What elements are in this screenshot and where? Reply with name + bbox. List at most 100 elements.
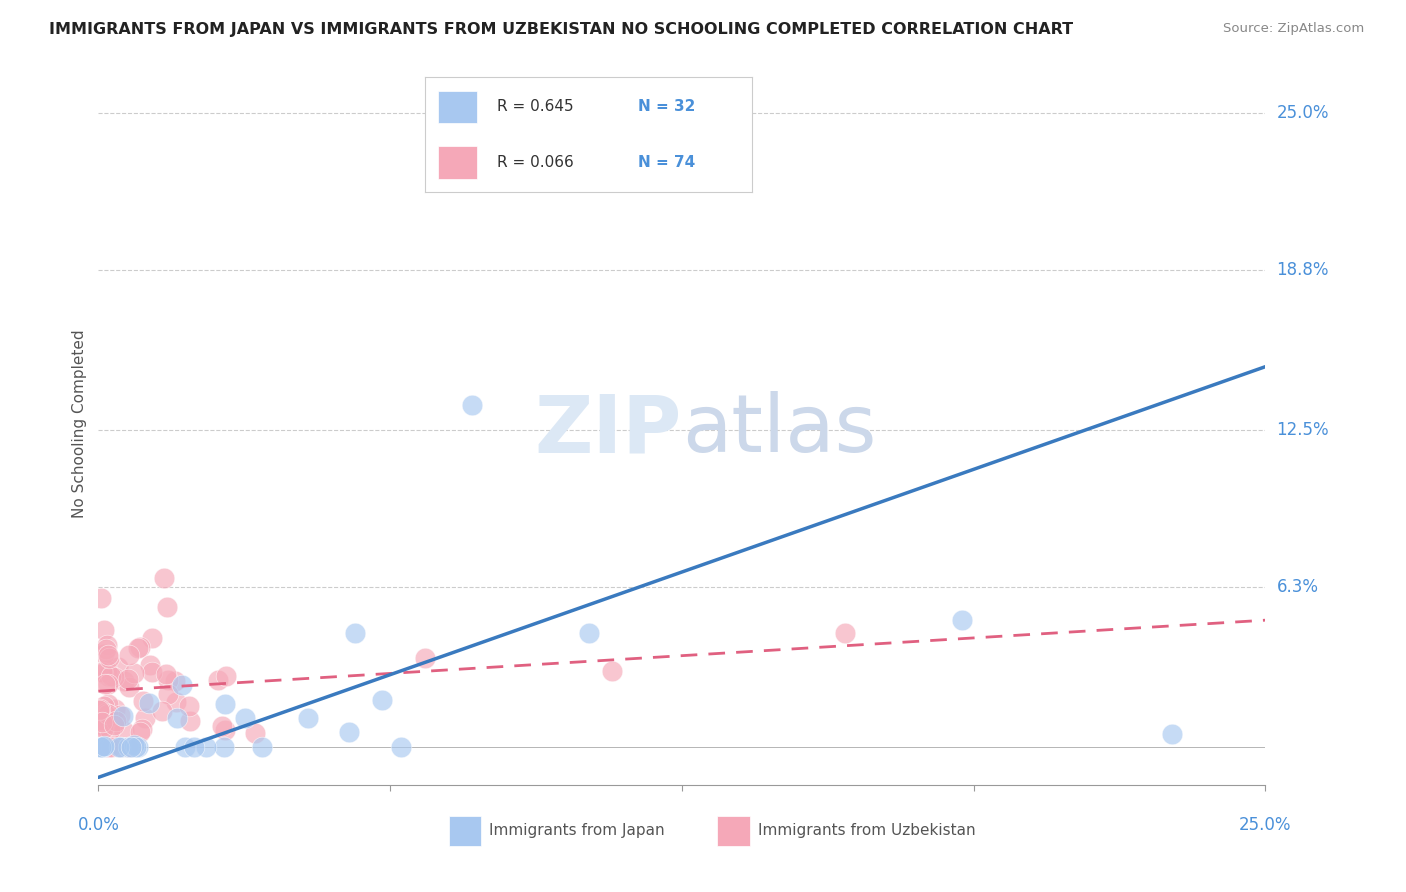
Point (97, 739, 120, 754)
Point (98, 723, 121, 737)
Point (97, 707, 120, 722)
Point (141, 631, 163, 645)
Y-axis label: No Schooling Completed: No Schooling Completed (72, 329, 87, 518)
Point (117, 672, 139, 686)
Point (153, 571, 176, 585)
Point (98, 651, 121, 665)
Point (96, 638, 118, 652)
Point (156, 673, 179, 688)
Point (90, 715, 112, 730)
Point (211, 719, 233, 733)
Text: 18.8%: 18.8% (1277, 261, 1329, 279)
Point (134, 711, 156, 725)
Point (250, 739, 273, 754)
Point (600, 664, 623, 678)
Point (834, 625, 856, 640)
Point (413, 651, 436, 665)
Point (93, 714, 115, 728)
Point (90, 739, 112, 754)
Point (297, 711, 319, 725)
Point (183, 739, 205, 754)
Point (97, 669, 120, 683)
Point (195, 739, 218, 754)
Point (96, 714, 118, 728)
Point (157, 687, 180, 701)
Point (93, 699, 115, 714)
Point (93, 723, 115, 737)
Point (179, 698, 201, 713)
Text: ZIP: ZIP (534, 391, 682, 469)
Point (179, 714, 201, 728)
Point (96, 707, 118, 722)
Text: Immigrants from Uzbekistan: Immigrants from Uzbekistan (758, 823, 976, 838)
Point (214, 723, 236, 737)
Text: 25.0%: 25.0% (1239, 815, 1292, 833)
Point (100, 669, 122, 683)
Point (165, 673, 187, 688)
Point (212, 739, 235, 754)
Point (110, 739, 132, 754)
Point (165, 695, 187, 709)
Point (90, 591, 112, 606)
Point (233, 710, 256, 724)
Point (337, 724, 360, 739)
Point (97, 648, 120, 662)
Text: 0.0%: 0.0% (77, 815, 120, 833)
Point (90, 714, 112, 728)
Point (96, 663, 118, 677)
Point (207, 673, 229, 688)
Point (108, 707, 131, 722)
Point (87, 703, 110, 717)
FancyBboxPatch shape (717, 816, 749, 847)
Point (103, 670, 125, 684)
Text: atlas: atlas (682, 391, 876, 469)
Point (215, 669, 238, 683)
Point (90, 719, 112, 733)
Point (89, 702, 111, 716)
Point (117, 739, 139, 754)
Point (118, 680, 141, 694)
Point (118, 648, 141, 662)
Point (461, 398, 484, 412)
Point (93, 739, 115, 754)
Point (112, 709, 135, 723)
Point (124, 738, 146, 752)
Point (578, 625, 600, 640)
Point (132, 693, 155, 707)
Point (93, 647, 115, 661)
Point (94, 676, 117, 690)
Point (108, 739, 131, 754)
Point (112, 674, 135, 689)
Point (93, 739, 115, 754)
Point (127, 641, 149, 656)
Text: Immigrants from Japan: Immigrants from Japan (489, 823, 665, 838)
Point (97, 677, 120, 691)
FancyBboxPatch shape (449, 816, 481, 847)
Point (104, 702, 127, 716)
Point (371, 693, 394, 707)
Point (90, 739, 112, 754)
Point (94, 641, 117, 656)
Point (243, 725, 266, 739)
Point (94, 706, 117, 721)
Point (91, 718, 114, 732)
Point (1161, 727, 1184, 741)
Point (141, 665, 163, 679)
Point (950, 613, 973, 627)
Point (155, 667, 177, 681)
Point (139, 658, 162, 673)
Text: 25.0%: 25.0% (1277, 104, 1329, 122)
Point (120, 739, 142, 754)
Point (127, 739, 149, 754)
Point (121, 739, 143, 754)
Point (91, 665, 114, 680)
Point (125, 739, 148, 754)
Point (170, 677, 193, 691)
Point (104, 714, 127, 728)
Point (90, 739, 112, 754)
Point (166, 711, 188, 725)
Text: 12.5%: 12.5% (1277, 421, 1329, 439)
Point (117, 739, 139, 754)
Point (90, 665, 112, 680)
Point (103, 718, 125, 732)
